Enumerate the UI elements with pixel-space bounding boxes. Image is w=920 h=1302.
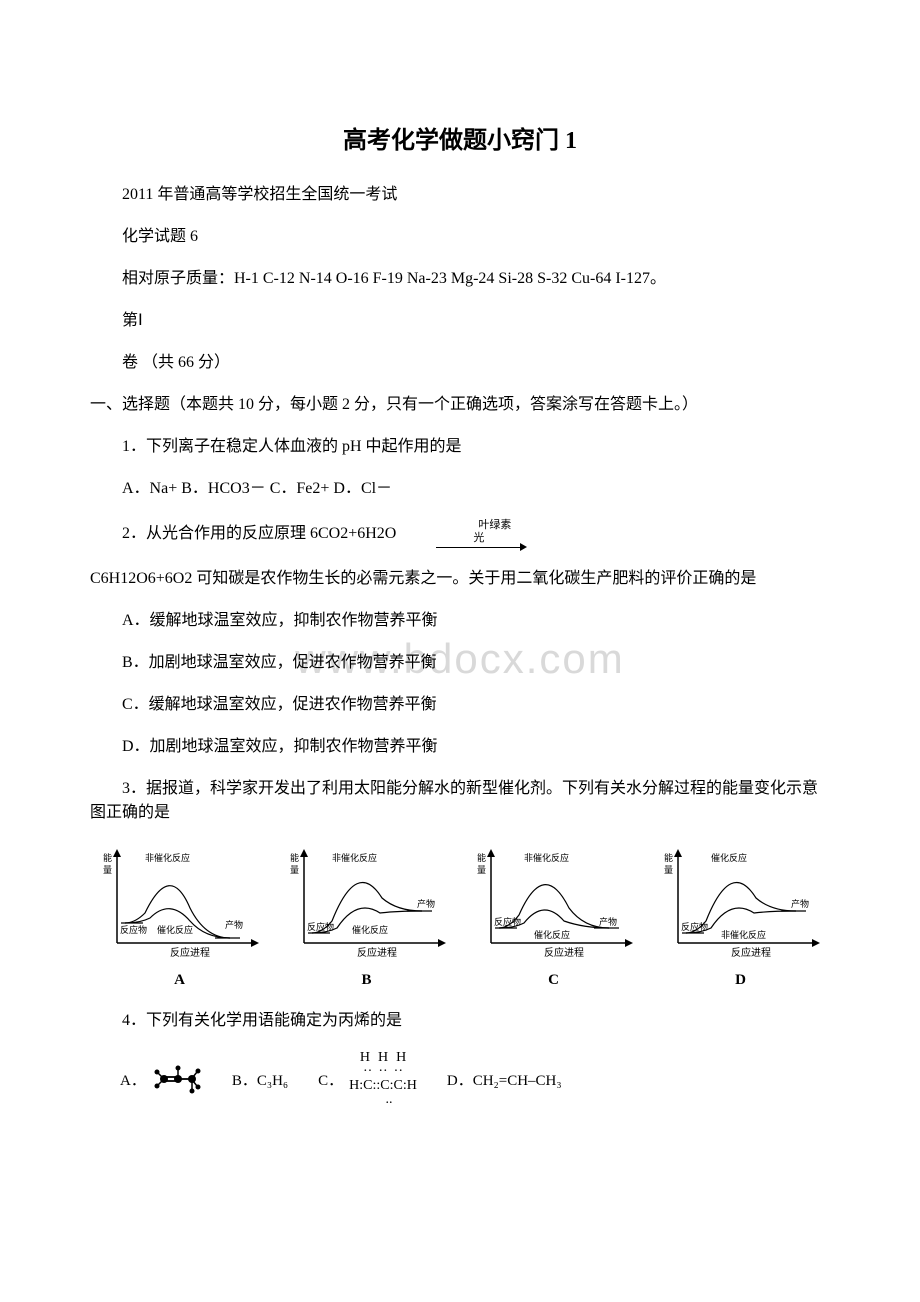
svg-text:产物: 产物 — [791, 898, 809, 909]
instructions: 一、选择题（本题共 10 分，每小题 2 分，只有一个正确选项，答案涂写在答题卡… — [90, 393, 830, 417]
svg-text:反应进程: 反应进程 — [357, 946, 397, 959]
lewis-structure: H H H ·· ·· ·· H:C::C:C:H .. — [349, 1051, 417, 1107]
question-2-option-c: C．缓解地球温室效应，促进农作物营养平衡 — [90, 693, 830, 717]
propene-ballstick-icon — [152, 1062, 202, 1096]
svg-text:量: 量 — [477, 865, 486, 875]
page-title: 高考化学做题小窍门 1 — [90, 120, 830, 155]
svg-text:量: 量 — [664, 865, 673, 875]
q4-option-d: D．CH₂=CH–CH₃ — [447, 1069, 562, 1090]
question-1-options: A．Na+ B．HCO3－ C．Fe2+ D．Cl－ — [90, 477, 830, 501]
svg-text:非催化反应: 非催化反应 — [721, 929, 766, 940]
svg-text:催化反应: 催化反应 — [157, 924, 193, 935]
q4-option-c: C． H H H ·· ·· ·· H:C::C:C:H .. — [318, 1051, 417, 1107]
diagram-d: 能 量 反应进程 催化反应 反应物 非催化反应 产物 D — [651, 843, 830, 989]
svg-text:反应进程: 反应进程 — [544, 946, 584, 959]
svg-text:反应物: 反应物 — [681, 921, 708, 932]
q4-option-a: A． — [120, 1062, 202, 1096]
lewis-h3: H — [396, 1051, 406, 1065]
svg-text:非催化反应: 非催化反应 — [524, 852, 569, 863]
question-3: 3．据报道，科学家开发出了利用太阳能分解水的新型催化剂。下列有关水分解过程的能量… — [90, 777, 830, 825]
svg-text:催化反应: 催化反应 — [352, 924, 388, 935]
question-2-line2: C6H12O6+6O2 可知碳是农作物生长的必需元素之一。关于用二氧化碳生产肥料… — [90, 567, 830, 591]
svg-text:能: 能 — [290, 852, 299, 863]
svg-text:反应物: 反应物 — [120, 924, 147, 935]
svg-text:催化反应: 催化反应 — [534, 929, 570, 940]
question-4: 4．下列有关化学用语能确定为丙烯的是 — [90, 1009, 830, 1033]
energy-diagrams-row: 能 量 反应进程 非催化反应 反应物 催化反应 产物 A 能 量 — [90, 843, 830, 989]
question-2-option-b: B．加剧地球温室效应，促进农作物营养平衡 — [90, 651, 830, 675]
q4-d-text: D．CH₂=CH–CH₃ — [447, 1069, 562, 1090]
svg-text:反应物: 反应物 — [307, 921, 334, 932]
diagram-c-label: C — [464, 972, 643, 989]
document-content: 高考化学做题小窍门 1 2011 年普通高等学校招生全国统一考试 化学试题 6 … — [90, 120, 830, 1107]
diagram-d-label: D — [651, 972, 830, 989]
svg-text:非催化反应: 非催化反应 — [145, 852, 190, 863]
arrow-bottom-label: 光 — [473, 532, 484, 544]
svg-text:产物: 产物 — [599, 916, 617, 927]
diagram-a-label: A — [90, 972, 269, 989]
diagram-a: 能 量 反应进程 非催化反应 反应物 催化反应 产物 A — [90, 843, 269, 989]
atomic-mass-line: 相对原子质量：H-1 C-12 N-14 O-16 F-19 Na-23 Mg-… — [90, 267, 830, 291]
question-2-line1: 2．从光合作用的反应原理 6CO2+6H2O 叶绿素 光 — [90, 519, 830, 549]
diagram-b: 能 量 反应进程 非催化反应 反应物 催化反应 产物 B — [277, 843, 456, 989]
energy-diagram-b-svg: 能 量 反应进程 非催化反应 反应物 催化反应 产物 — [282, 843, 452, 963]
question-4-options: A． B．C₃ — [120, 1051, 830, 1107]
svg-text:量: 量 — [290, 865, 299, 875]
svg-text:反应物: 反应物 — [494, 916, 521, 927]
question-2-option-a: A．缓解地球温室效应，抑制农作物营养平衡 — [90, 609, 830, 633]
svg-text:量: 量 — [103, 865, 112, 875]
energy-diagram-d-svg: 能 量 反应进程 催化反应 反应物 非催化反应 产物 — [656, 843, 826, 963]
svg-text:能: 能 — [477, 852, 486, 863]
svg-text:催化反应: 催化反应 — [711, 852, 747, 863]
q4-option-b: B．C₃H₆ — [232, 1069, 288, 1090]
diagram-c: 能 量 反应进程 非催化反应 反应物 催化反应 产物 C — [464, 843, 643, 989]
svg-text:产物: 产物 — [417, 898, 435, 909]
arrow-top-label: 叶绿素 — [478, 519, 511, 531]
svg-text:非催化反应: 非催化反应 — [332, 852, 377, 863]
lewis-h2: H — [378, 1051, 388, 1065]
diagram-b-label: B — [277, 972, 456, 989]
q4-c-label: C． — [318, 1069, 343, 1090]
q4-a-label: A． — [120, 1069, 146, 1090]
question-1: 1．下列离子在稳定人体血液的 pH 中起作用的是 — [90, 435, 830, 459]
q2-prefix-text: 2．从光合作用的反应原理 6CO2+6H2O — [122, 525, 396, 542]
lewis-mid: H:C::C:C:H — [349, 1078, 417, 1093]
svg-text:产物: 产物 — [225, 919, 243, 930]
section-prefix: 第Ⅰ — [90, 309, 830, 333]
reaction-arrow-icon: 叶绿素 光 — [404, 519, 521, 549]
q4-b-text: B．C₃H₆ — [232, 1069, 288, 1090]
energy-diagram-a-svg: 能 量 反应进程 非催化反应 反应物 催化反应 产物 — [95, 843, 265, 963]
lewis-bottom-dots: .. — [386, 1093, 393, 1107]
svg-text:反应进程: 反应进程 — [170, 946, 210, 959]
exam-year-line: 2011 年普通高等学校招生全国统一考试 — [90, 183, 830, 207]
lewis-h1: H — [360, 1051, 370, 1065]
svg-text:能: 能 — [664, 852, 673, 863]
energy-diagram-c-svg: 能 量 反应进程 非催化反应 反应物 催化反应 产物 — [469, 843, 639, 963]
paper-number: 化学试题 6 — [90, 225, 830, 249]
question-2-option-d: D．加剧地球温室效应，抑制农作物营养平衡 — [90, 735, 830, 759]
section-points: 卷 （共 66 分） — [90, 351, 830, 375]
svg-text:反应进程: 反应进程 — [731, 946, 771, 959]
svg-text:能: 能 — [103, 852, 112, 863]
